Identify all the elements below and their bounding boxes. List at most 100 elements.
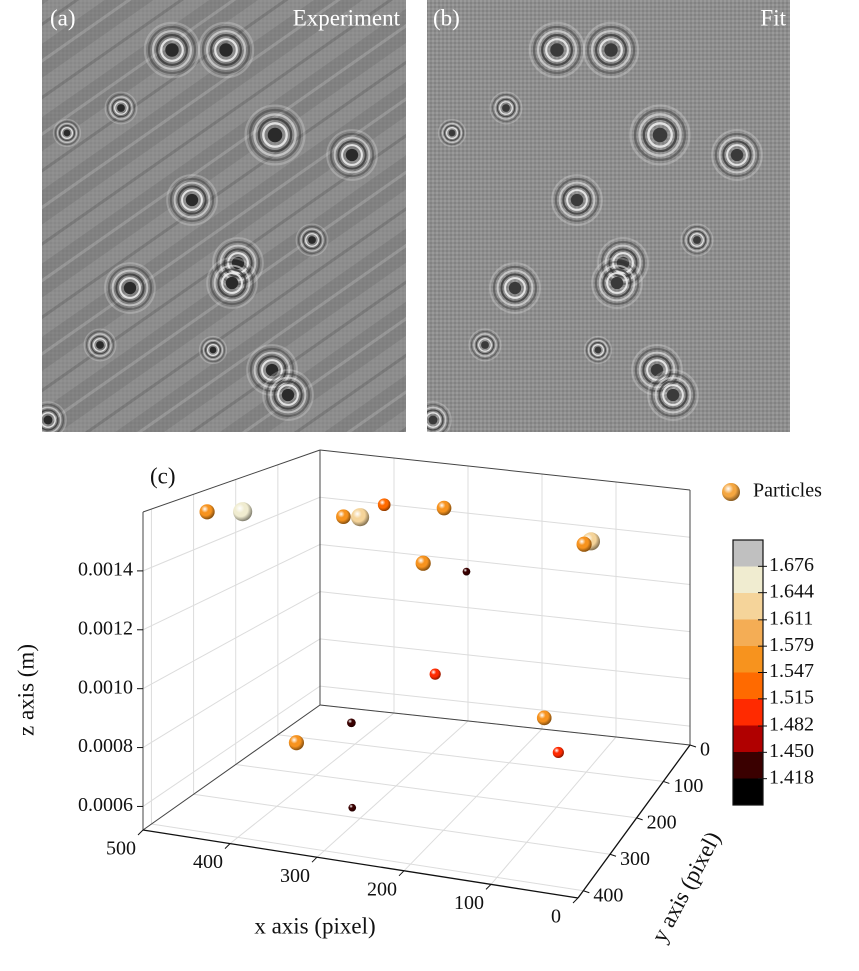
y-tick-label: 400 [593,884,623,906]
grid-line [151,823,584,892]
x-tick-label: 100 [454,892,484,914]
ring-core [693,236,701,244]
colorbar-segment [733,752,763,779]
ring [427,409,444,431]
grid-line [193,793,611,855]
ring [147,25,197,75]
ring-core [308,236,316,244]
grid-line [319,591,691,633]
ring [217,268,247,298]
ring [604,244,642,282]
ring [642,117,678,153]
ring [496,269,534,307]
ring [246,344,298,396]
ring-core [265,363,279,377]
x-tick-label: 400 [193,851,223,873]
hologram-fit [427,0,790,432]
ring [586,25,636,75]
ring [42,401,67,432]
grid-line [142,685,321,807]
ring-core [281,388,295,402]
ring-core [219,43,233,57]
particle-shade [233,502,253,522]
ring [662,384,684,406]
ring [198,335,228,365]
colorbar-segment [733,619,763,646]
panel-label: (b) [433,5,460,30]
ring [427,401,452,432]
ring [587,339,609,361]
y-tick [689,744,697,748]
ring [504,277,526,299]
x-tick [137,829,144,836]
ring [439,120,465,146]
panel-label: (c) [150,463,176,488]
grid-line [142,638,321,748]
ring [638,113,682,157]
legend-label: Particles [753,480,822,502]
ring [594,260,640,306]
ring [107,265,153,311]
ring-core [209,346,217,354]
ring [305,233,319,247]
colorbar-segment [733,725,763,752]
ring [597,237,649,289]
colorbar-segment [733,566,763,593]
ring [262,122,288,148]
z-tick-label: 0.0012 [78,617,133,639]
ring [685,228,709,252]
ring [90,335,110,355]
ring [680,223,714,257]
ring [690,233,704,247]
ring [257,355,287,385]
particle-shade [429,668,441,680]
ring [427,403,450,432]
particle-shade [288,735,304,751]
colorbar-segment [733,540,763,567]
ring-core [481,341,489,349]
ring [726,144,748,166]
legend-marker-shade [722,483,740,501]
ring [200,337,226,363]
ring-core [165,43,179,57]
grid-line [403,728,543,872]
ring [590,29,632,71]
y-tick [663,780,670,784]
ring [473,333,497,357]
particle-shade [552,746,564,759]
x-axis-label: x axis (pixel) [254,913,375,938]
ring-core [730,148,744,162]
ring [598,264,636,302]
ring [341,144,363,166]
ring-core [508,281,522,295]
ring-core [594,346,602,354]
ring [143,21,201,79]
panel-title: Experiment [293,5,401,30]
ring [297,225,327,255]
colorbar-tick-label: 1.676 [769,554,814,576]
ring [475,335,495,355]
y-tick-label: 200 [647,811,677,833]
ring [714,132,760,178]
ring [654,376,692,414]
ring-core [502,104,510,112]
colorbar-tick-label: 1.611 [769,607,813,629]
ring [443,124,461,142]
ring [209,260,255,306]
colorbar-tick-label: 1.482 [769,714,814,736]
ring [248,108,302,162]
ring [197,21,255,79]
ring-core [225,276,239,290]
x-tick-label: 200 [367,878,397,900]
x-tick [224,843,231,849]
y-tick-label: 300 [620,848,650,870]
ring [489,91,523,125]
colorbar-tick-label: 1.515 [769,686,814,708]
ring [551,174,603,226]
ring [166,174,218,226]
ring [711,129,763,181]
particle-shade [436,500,452,516]
ring [213,264,251,302]
grid-line [319,496,691,538]
